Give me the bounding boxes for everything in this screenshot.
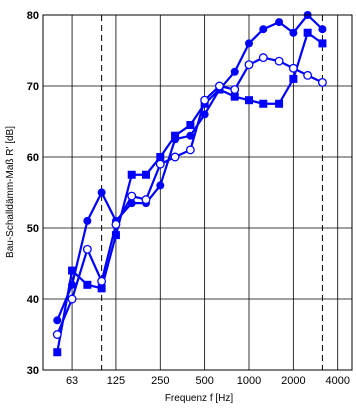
data-point [111, 219, 121, 229]
x-tick-label: 250 [151, 375, 169, 387]
data-point [127, 191, 137, 201]
data-point [258, 53, 268, 63]
data-point [97, 276, 107, 286]
data-point [111, 231, 120, 240]
data-point [67, 294, 77, 304]
data-series [52, 11, 327, 357]
series-1 [53, 11, 327, 325]
series-3 [52, 53, 327, 339]
data-point [259, 99, 268, 108]
y-tick-label: 50 [27, 223, 39, 235]
data-point [259, 25, 268, 34]
data-point [52, 330, 62, 339]
data-point [230, 85, 240, 94]
data-point [186, 121, 195, 130]
plot-border [42, 14, 353, 371]
data-point [288, 63, 298, 73]
x-tick-label: 125 [107, 375, 125, 387]
data-point [303, 70, 313, 80]
data-point [53, 316, 62, 325]
data-point [200, 110, 209, 119]
data-point [245, 96, 253, 105]
data-point [127, 170, 136, 179]
data-point [97, 284, 106, 293]
y-tick-label: 60 [27, 152, 39, 164]
data-point [83, 216, 92, 225]
dashed-reference-lines [101, 15, 323, 370]
data-point [68, 266, 77, 275]
x-tick-label: 1000 [237, 375, 261, 387]
series-2 [53, 28, 327, 357]
data-point [289, 74, 298, 83]
plot-frame [42, 14, 353, 371]
data-point [275, 99, 284, 108]
data-point [186, 131, 195, 140]
data-point [245, 39, 253, 48]
data-point [156, 153, 165, 161]
data-point [156, 181, 165, 190]
x-axis-title: Frequenz f [Hz] [165, 393, 234, 404]
series-line [56, 31, 324, 353]
data-point [317, 77, 327, 87]
data-point [155, 159, 165, 169]
x-tick-label: 500 [195, 375, 213, 387]
x-tick-label: 4000 [325, 375, 349, 387]
data-point [171, 131, 180, 140]
y-tick-label: 80 [27, 10, 39, 22]
data-point [230, 67, 239, 76]
data-point [289, 28, 298, 37]
grid-lines [43, 14, 352, 371]
data-point [97, 188, 106, 197]
x-tick-label: 2000 [281, 375, 305, 387]
data-point [230, 92, 239, 101]
data-point [53, 348, 62, 357]
data-point [214, 81, 224, 91]
data-point [274, 56, 284, 66]
data-point [82, 244, 92, 254]
data-point [170, 152, 180, 162]
data-point [200, 95, 210, 105]
data-point [318, 25, 327, 34]
data-point [275, 18, 284, 27]
data-point [303, 28, 312, 37]
data-point [185, 145, 195, 155]
data-point [318, 39, 327, 48]
y-tick-label: 70 [27, 81, 39, 93]
x-tick-label: 63 [66, 375, 78, 387]
data-point [141, 195, 151, 205]
y-tick-label: 40 [27, 294, 39, 306]
y-axis-ticks: 30 40 50 60 70 80 [27, 10, 39, 377]
y-axis-title: Bau-Schalldämm-Maß R' [dB] [5, 126, 16, 258]
data-point [83, 280, 92, 289]
y-tick-label: 30 [27, 365, 39, 377]
data-point [244, 60, 254, 70]
data-point [142, 170, 150, 179]
x-axis-ticks: 63 125 250 500 1000 2000 4000 [66, 375, 350, 387]
